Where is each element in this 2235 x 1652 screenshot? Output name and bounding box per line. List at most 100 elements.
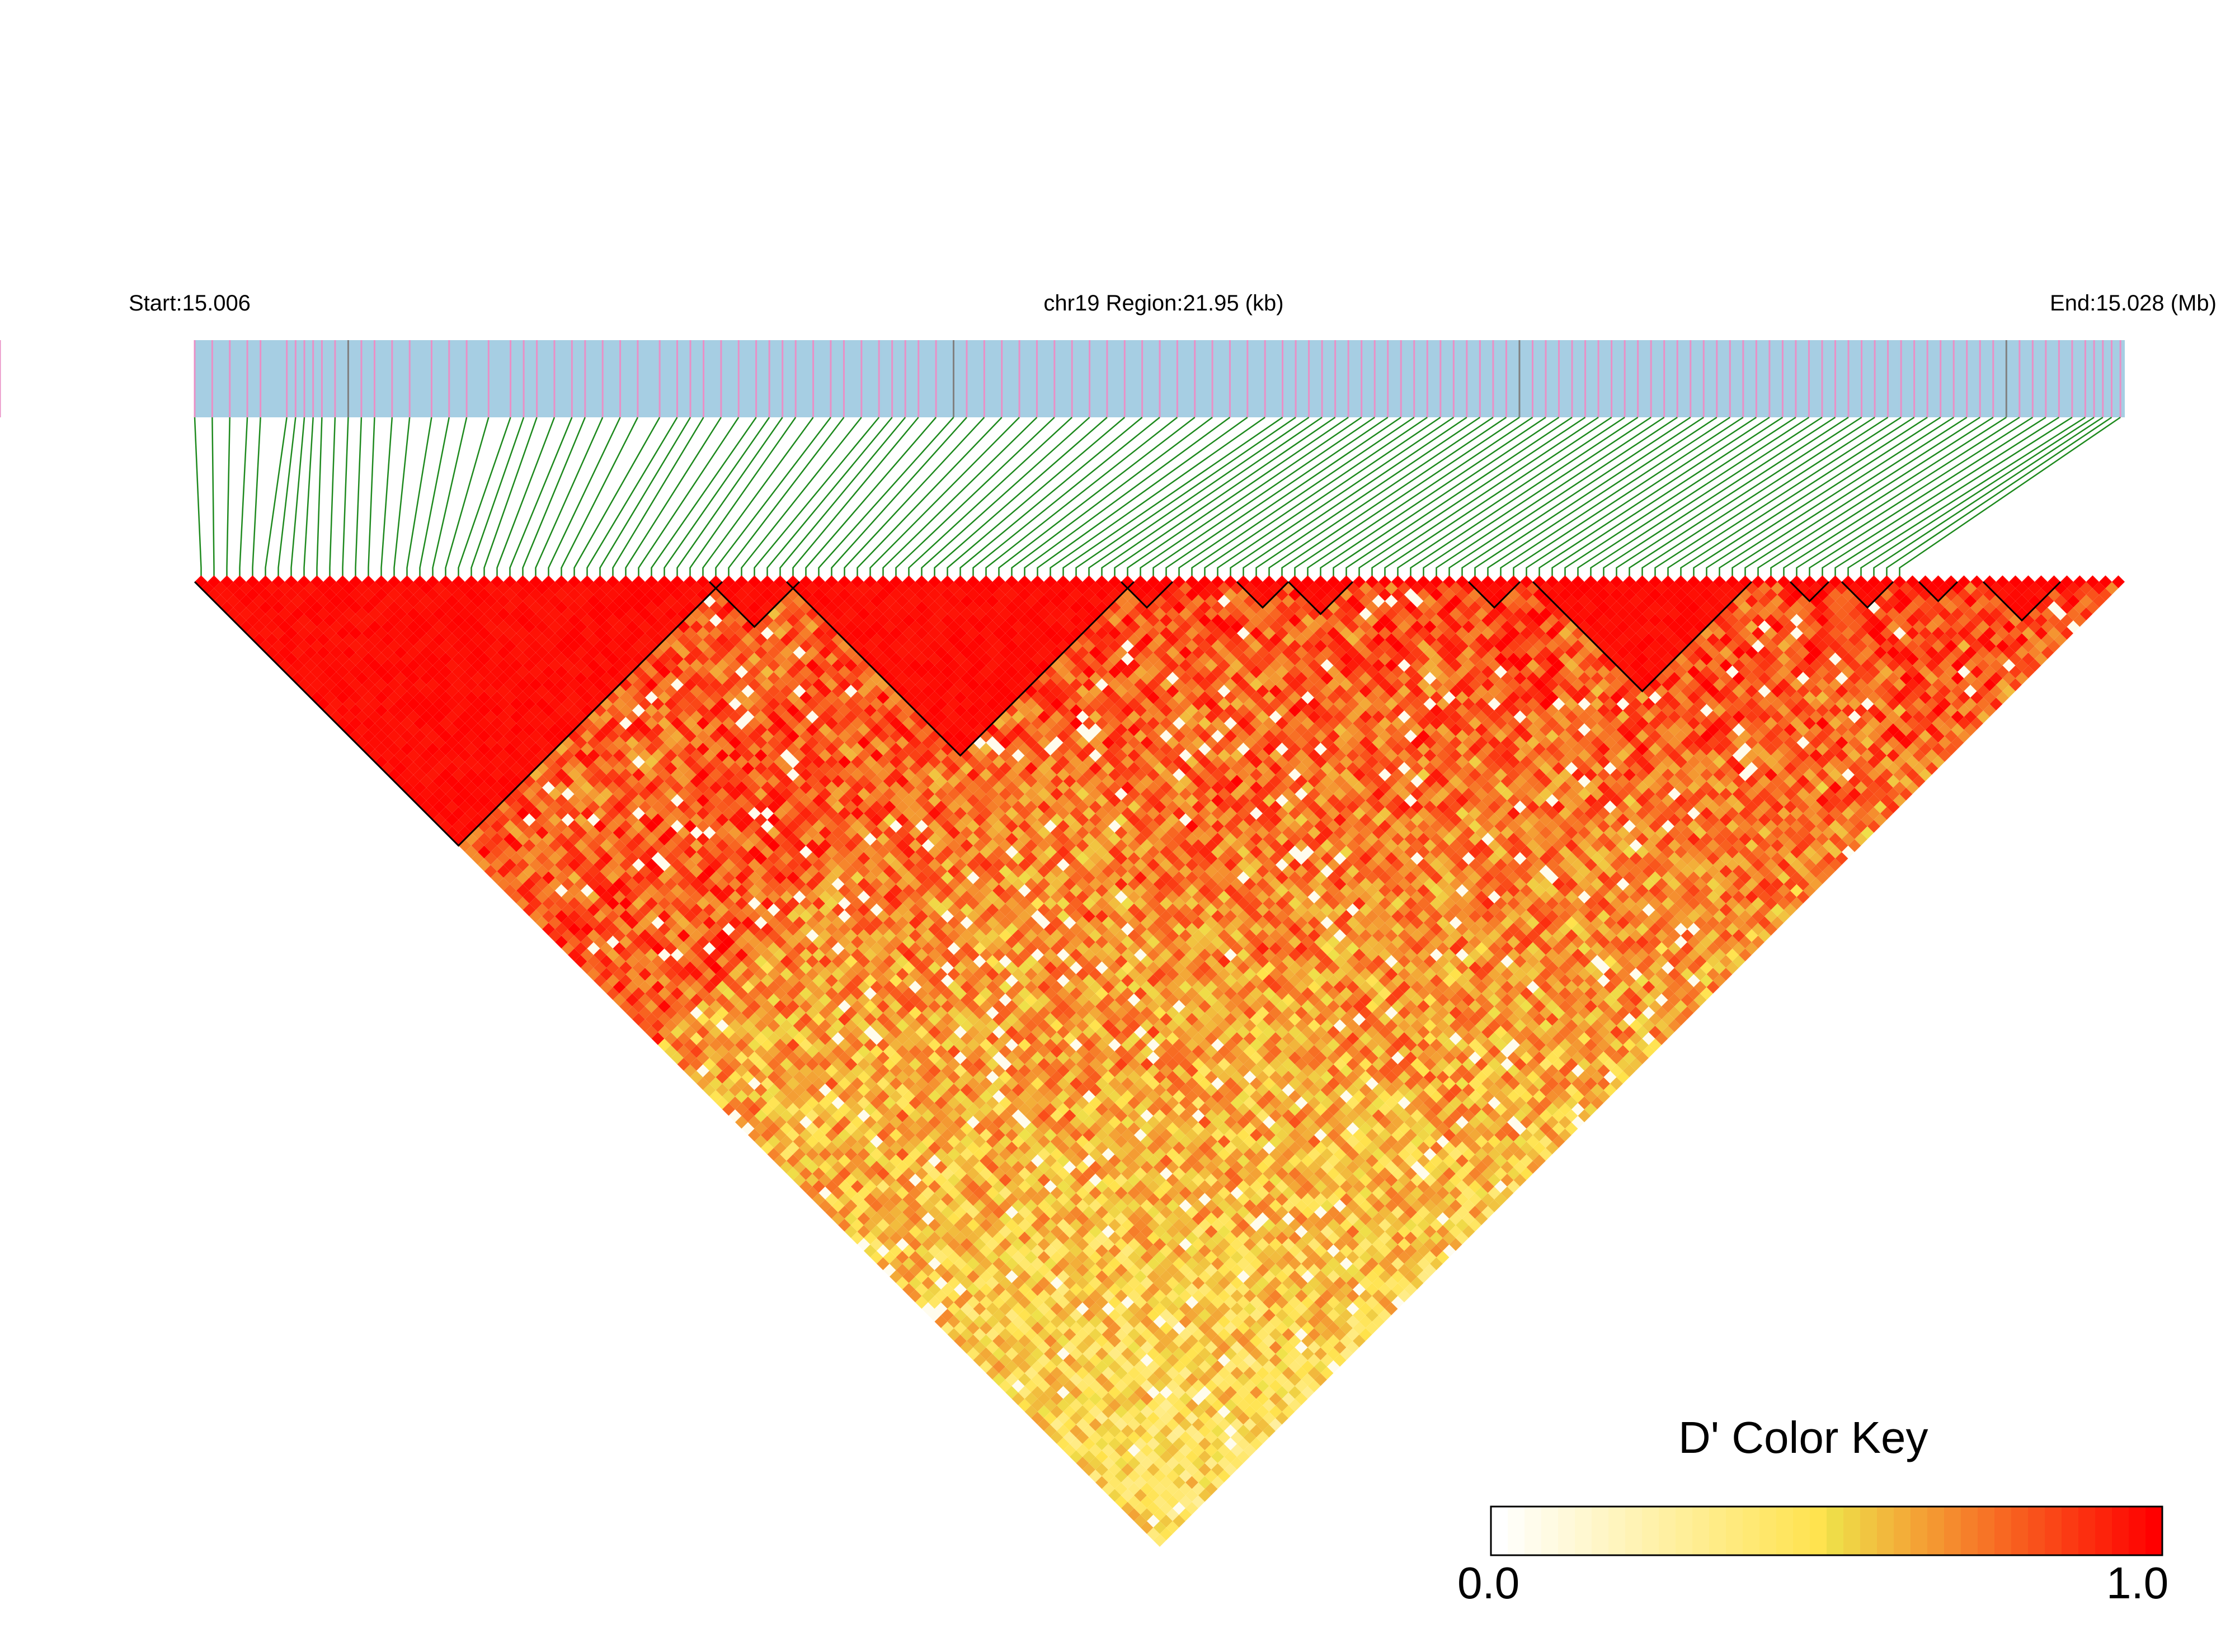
region-title: chr19 Region:21.95 (kb) [1043,291,1284,316]
snp-connector [792,417,919,576]
snp-connector [1667,416,1902,576]
snp-connector [458,417,511,576]
snp-connector [921,417,1090,576]
snp-connector [1101,416,1323,576]
snp-connector [1719,416,1954,576]
snp-connector [1333,416,1560,576]
snp-connector [1050,416,1265,576]
snp-connector [432,417,468,576]
snp-connector [1062,416,1283,576]
snp-connector [1860,416,2095,576]
snp-connector [1487,416,1718,576]
snp-connector [1127,416,1349,576]
snp-connector [1641,416,1875,576]
snp-connector [419,417,450,576]
snp-connector [316,417,323,576]
snp-connector [226,417,230,576]
snp-connector [1191,416,1415,576]
snp-connector [934,417,1108,576]
snp-connector [277,417,297,576]
snp-connector [342,417,349,576]
snp-connector [194,417,202,576]
snp-connector [1731,416,1968,576]
snp-connector [831,417,967,576]
snp-connector [1693,416,1928,576]
snp-connector [857,417,1003,576]
snp-connector [1268,416,1494,576]
snp-connector [445,417,490,576]
snp-connector [676,417,783,576]
snp-connector [1397,416,1625,576]
snp-connector [1834,416,2073,576]
snp-connector [1590,416,1823,576]
snp-connector [869,417,1020,576]
snp-connector [290,417,305,576]
snp-connector [535,417,604,576]
snp-connector [329,417,336,576]
snp-connector [1603,416,1836,576]
snp-connector [1448,416,1678,576]
snp-connector [1616,416,1849,576]
snp-connector [1217,416,1441,576]
snp-connector [651,417,757,576]
snp-connector [818,417,954,576]
snp-connector [908,417,1073,576]
snp-connector [1075,416,1296,576]
snp-connector [779,417,906,576]
snp-connector [766,417,893,576]
snp-connector [1358,416,1586,576]
snp-connector [1873,416,2104,576]
snp-connector [1230,416,1455,576]
snp-connector [664,417,770,576]
snp-connector [252,417,261,576]
snp-connector [895,417,1055,576]
heatmap-cell-group [195,575,2125,1547]
snp-connector [1526,416,1757,576]
snp-connector [380,417,393,576]
snp-connector [522,417,586,576]
snp-connector [1204,416,1428,576]
snp-connector [303,417,314,576]
snp-connector [638,417,740,576]
snp-connector [1140,416,1362,576]
snp-connector [483,417,538,576]
snp-connector [496,417,556,576]
snp-connector [1307,416,1533,576]
snp-connector [1564,416,1796,576]
snp-connector [741,417,862,576]
snp-connector [586,417,678,576]
snp-connector [625,417,722,576]
snp-connector [1500,416,1731,576]
snp-connector [355,417,363,576]
snp-connector [1255,416,1481,576]
snp-connector [211,417,215,576]
snp-connector [1577,416,1810,576]
snp-connector [1744,416,1980,576]
region-end-label: End:15.028 (Mb) [2050,291,2217,316]
snp-connector [1294,416,1520,576]
snp-connector [1178,416,1401,576]
snp-connector [844,417,985,576]
snp-connector [882,417,1038,576]
snp-connector [1461,416,1691,576]
snp-connector [985,417,1178,576]
snp-connector [239,417,248,576]
snp-connector [1281,416,1507,576]
snp-connector [972,417,1160,576]
snp-connector [715,417,831,576]
snp-connector [561,417,639,576]
snp-connector [1423,416,1651,576]
snp-connector [1899,416,2121,576]
snp-connector [548,417,621,576]
snp-connector [1114,416,1336,576]
snp-connector [612,417,704,576]
snp-connector [509,417,573,576]
snp-connector [1152,416,1375,576]
snp-connector [1822,416,2060,576]
snp-connector [728,417,845,576]
snp-connector [1551,416,1784,576]
snp-connector [754,417,880,576]
snp-connector [599,417,691,576]
snp-connector [393,417,411,576]
snp-connector [702,417,814,576]
